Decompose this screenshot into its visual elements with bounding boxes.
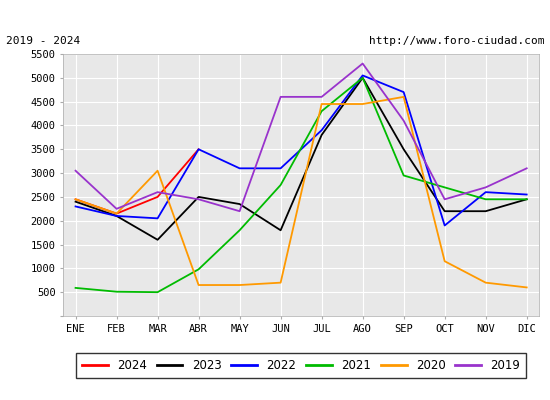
Text: Evolucion Nº Turistas Nacionales en el municipio de Casavieja: Evolucion Nº Turistas Nacionales en el m… (48, 8, 502, 22)
Legend: 2024, 2023, 2022, 2021, 2020, 2019: 2024, 2023, 2022, 2021, 2020, 2019 (76, 353, 526, 378)
Text: http://www.foro-ciudad.com: http://www.foro-ciudad.com (369, 36, 544, 46)
Text: 2019 - 2024: 2019 - 2024 (6, 36, 80, 46)
